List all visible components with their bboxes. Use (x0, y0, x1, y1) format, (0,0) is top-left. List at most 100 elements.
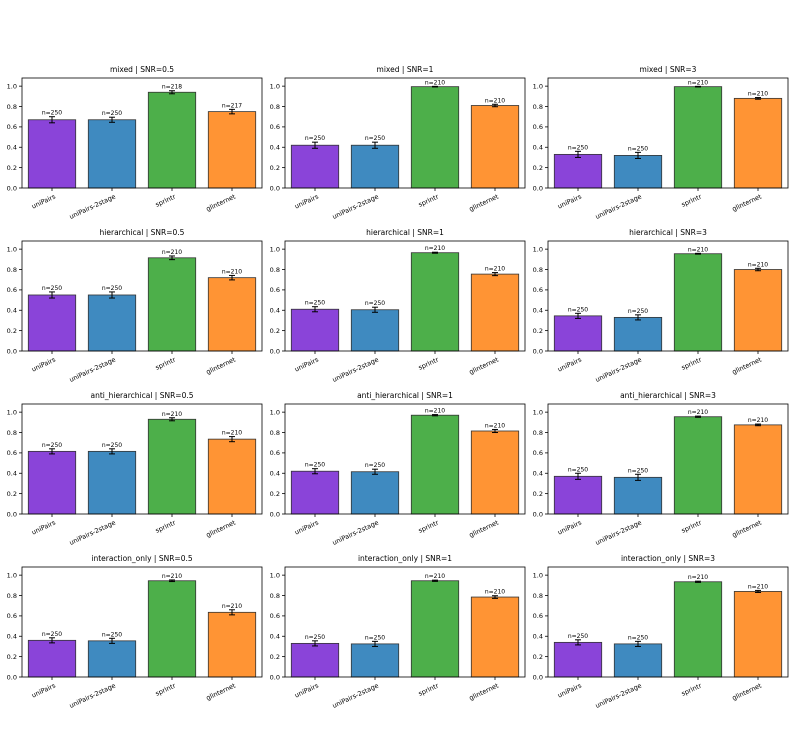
y-tick-label: 0.2 (533, 653, 543, 661)
x-tick-label: glinternet (205, 355, 237, 376)
x-tick-label: uniPairs-2stage (594, 193, 643, 221)
axes-frame (547, 240, 789, 352)
bar-sprintr (410, 252, 460, 352)
bar-sprintr (410, 580, 460, 678)
x-tick-label: glinternet (468, 192, 500, 213)
subplot-11: interaction_only | SNR=3 n=250 uniPairs n=2… (533, 554, 789, 710)
x-tick-label: uniPairs-2stage (68, 193, 117, 221)
axes-frame (547, 566, 789, 678)
subplot-1: mixed | SNR=1 n=250 uniPairs n=250 uniPairs-… (270, 65, 526, 221)
y-tick-label: 0.6 (270, 286, 280, 294)
subplot-title: hierarchical | SNR=0.5 (100, 228, 185, 237)
n-label: n=210 (425, 245, 445, 252)
axes-frame (21, 566, 263, 678)
n-label: n=250 (628, 634, 648, 641)
subplot-title: interaction_only | SNR=0.5 (91, 554, 192, 563)
subplot-5: hierarchical | SNR=3 n=250 uniPairs n=250 un… (533, 228, 789, 384)
y-tick-label: 0.6 (7, 123, 17, 131)
y-tick-label: 0.8 (7, 266, 17, 274)
n-label: n=250 (365, 300, 385, 307)
axes-frame (547, 403, 789, 515)
bar-glinternet (470, 273, 520, 352)
y-tick-label: 0.8 (270, 429, 280, 437)
x-tick-label: uniPairs (556, 681, 583, 699)
bar-uniPairs (553, 475, 603, 515)
bar-uniPairs (290, 470, 340, 515)
n-label: n=210 (222, 430, 242, 437)
y-tick-label: 0.4 (270, 307, 280, 315)
y-tick-label: 0.0 (7, 673, 17, 681)
x-tick-label: sprintr (417, 518, 440, 534)
y-tick-label: 0.0 (533, 673, 543, 681)
bar-sprintr (147, 91, 197, 189)
x-tick-label: uniPairs-2stage (68, 682, 117, 710)
n-label: n=210 (485, 97, 505, 104)
bar-uniPairs-2stage (350, 309, 400, 352)
bar-uniPairs (27, 294, 77, 352)
axes-frame (284, 77, 526, 189)
n-label: n=250 (365, 135, 385, 142)
y-tick-label: 0.0 (7, 347, 17, 355)
x-tick-label: glinternet (205, 681, 237, 702)
bar-uniPairs (27, 639, 77, 678)
x-tick-label: uniPairs (556, 518, 583, 536)
x-tick-label: glinternet (731, 355, 763, 376)
n-label: n=210 (688, 574, 708, 581)
x-tick-label: uniPairs (293, 681, 320, 699)
x-tick-label: glinternet (731, 518, 763, 539)
n-label: n=210 (688, 246, 708, 253)
y-tick-label: 0.2 (270, 490, 280, 498)
n-label: n=250 (42, 631, 62, 638)
bar-uniPairs (553, 315, 603, 352)
x-tick-label: uniPairs (30, 355, 57, 373)
y-tick-label: 0.4 (7, 307, 17, 315)
y-tick-label: 0.8 (7, 429, 17, 437)
n-label: n=250 (305, 300, 325, 307)
y-tick-label: 0.6 (533, 612, 543, 620)
bar-uniPairs (27, 119, 77, 189)
n-label: n=250 (102, 442, 122, 449)
axes-frame (21, 240, 263, 352)
x-tick-label: glinternet (731, 681, 763, 702)
y-tick-label: 0.6 (533, 449, 543, 457)
n-label: n=217 (222, 102, 242, 109)
x-tick-label: uniPairs-2stage (331, 193, 380, 221)
n-label: n=250 (305, 135, 325, 142)
x-tick-label: glinternet (205, 192, 237, 213)
n-label: n=210 (162, 249, 182, 256)
y-tick-label: 1.0 (7, 571, 17, 579)
x-tick-label: glinternet (731, 192, 763, 213)
y-tick-label: 1.0 (533, 408, 543, 416)
y-tick-label: 0.2 (270, 327, 280, 335)
y-tick-label: 0.4 (533, 633, 543, 641)
y-tick-label: 0.8 (533, 266, 543, 274)
y-tick-label: 0.6 (7, 449, 17, 457)
bar-uniPairs-2stage (613, 155, 663, 189)
bar-uniPairs (290, 642, 340, 678)
n-label: n=210 (688, 79, 708, 86)
n-label: n=250 (42, 442, 62, 449)
subplot-title: anti_hierarchical | SNR=0.5 (90, 391, 193, 400)
y-tick-label: 0.4 (533, 470, 543, 478)
y-tick-label: 0.8 (7, 103, 17, 111)
x-tick-label: glinternet (468, 355, 500, 376)
n-label: n=210 (485, 589, 505, 596)
x-tick-label: glinternet (468, 518, 500, 539)
x-tick-label: sprintr (154, 192, 177, 208)
y-tick-label: 1.0 (270, 408, 280, 416)
x-tick-label: sprintr (680, 681, 703, 697)
y-tick-label: 0.4 (7, 470, 17, 478)
n-label: n=210 (425, 573, 445, 580)
x-tick-label: uniPairs-2stage (68, 519, 117, 547)
y-tick-label: 0.4 (270, 470, 280, 478)
n-label: n=250 (42, 285, 62, 292)
n-label: n=250 (365, 462, 385, 469)
n-label: n=250 (628, 467, 648, 474)
n-label: n=210 (425, 79, 445, 86)
subplot-title: hierarchical | SNR=1 (366, 228, 444, 237)
y-tick-label: 0.6 (533, 123, 543, 131)
x-tick-label: uniPairs (556, 192, 583, 210)
n-label: n=210 (485, 422, 505, 429)
subplot-title: mixed | SNR=0.5 (110, 65, 174, 74)
axes-frame (21, 77, 263, 189)
